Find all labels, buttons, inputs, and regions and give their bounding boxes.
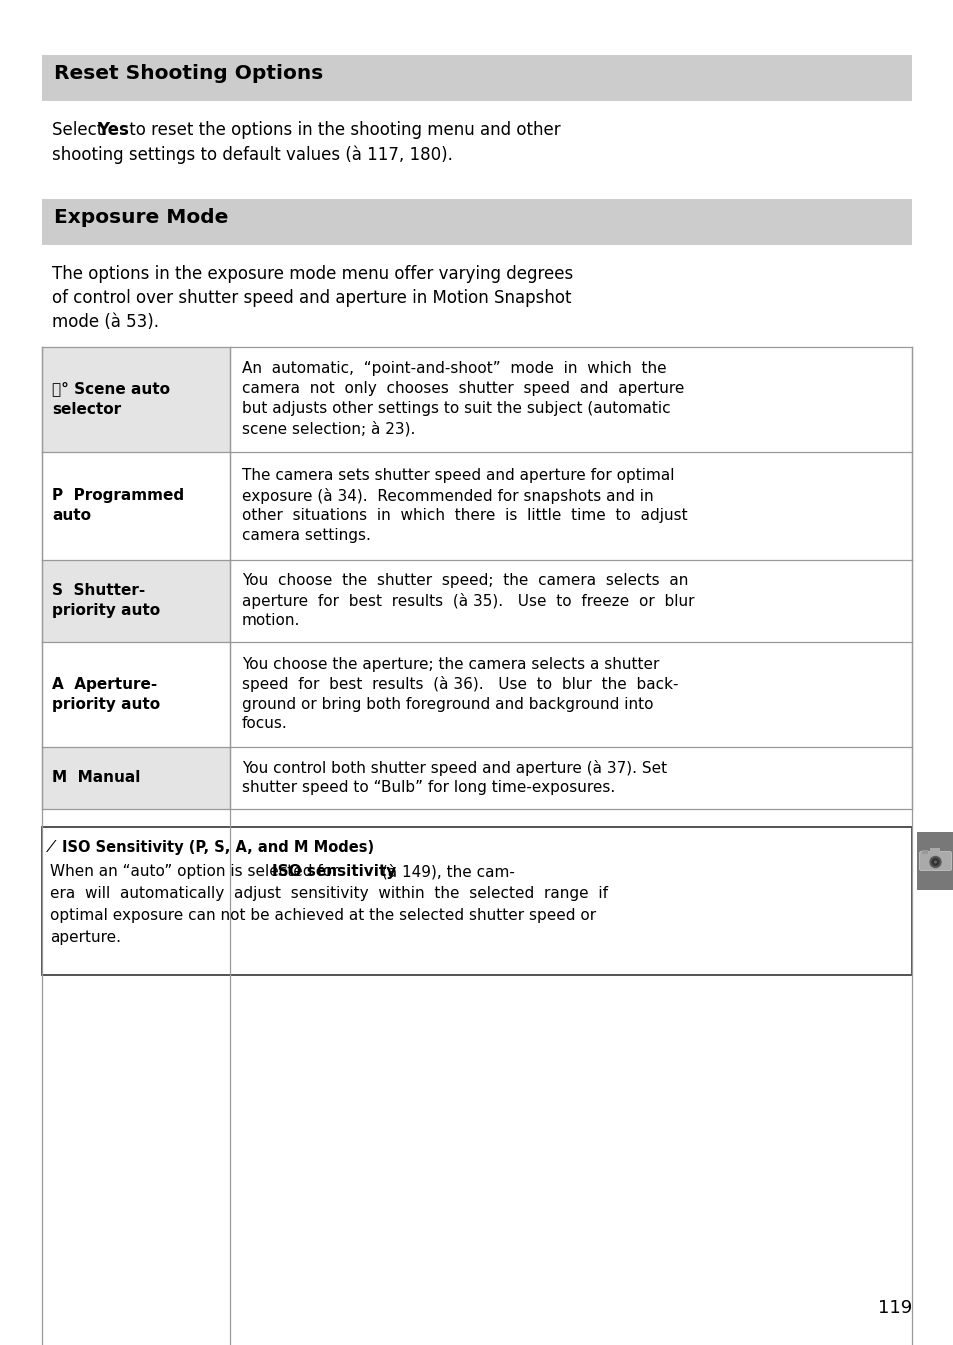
- Text: aperture  for  best  results  (à 35).   Use  to  freeze  or  blur: aperture for best results (à 35). Use to…: [242, 593, 694, 609]
- Text: optimal exposure can not be achieved at the selected shutter speed or: optimal exposure can not be achieved at …: [50, 908, 596, 923]
- Bar: [42, 199, 911, 245]
- Text: An  automatic,  “point-and-shoot”  mode  in  which  the: An automatic, “point-and-shoot” mode in …: [242, 362, 666, 377]
- Bar: [42, 55, 911, 101]
- Text: of control over shutter speed and aperture in Motion Snapshot: of control over shutter speed and apertu…: [52, 289, 571, 307]
- Bar: [230, 560, 911, 642]
- Text: Reset Shooting Options: Reset Shooting Options: [54, 65, 323, 83]
- Bar: [921, 850, 927, 854]
- Text: Ⓢ° Scene auto: Ⓢ° Scene auto: [52, 382, 170, 397]
- Text: ISO Sensitivity (P, S, A, and M Modes): ISO Sensitivity (P, S, A, and M Modes): [62, 841, 374, 855]
- Text: ISO sensitivity: ISO sensitivity: [272, 863, 396, 880]
- Text: camera settings.: camera settings.: [242, 529, 371, 543]
- Text: priority auto: priority auto: [52, 697, 160, 712]
- FancyBboxPatch shape: [919, 851, 950, 870]
- Text: P  Programmed: P Programmed: [52, 488, 184, 503]
- Bar: [230, 642, 911, 746]
- Text: focus.: focus.: [242, 717, 288, 732]
- Text: The options in the exposure mode menu offer varying degrees: The options in the exposure mode menu of…: [52, 265, 573, 282]
- Text: Select: Select: [52, 121, 109, 139]
- Bar: [929, 847, 940, 853]
- Text: Exposure Mode: Exposure Mode: [54, 208, 228, 227]
- Text: S  Shutter-: S Shutter-: [52, 582, 145, 599]
- Text: speed  for  best  results  (à 36).   Use  to  blur  the  back-: speed for best results (à 36). Use to bl…: [242, 677, 678, 693]
- Text: (à 149), the cam-: (à 149), the cam-: [376, 863, 515, 880]
- Text: M  Manual: M Manual: [52, 769, 140, 785]
- Bar: [42, 452, 230, 560]
- Text: priority auto: priority auto: [52, 603, 160, 617]
- Bar: [42, 347, 230, 452]
- Circle shape: [933, 861, 936, 863]
- Text: aperture.: aperture.: [50, 929, 121, 946]
- Bar: [42, 746, 230, 808]
- Bar: [42, 642, 230, 746]
- Bar: [230, 347, 911, 452]
- Text: ⁄: ⁄: [50, 841, 52, 855]
- Bar: [230, 452, 911, 560]
- Circle shape: [930, 858, 939, 866]
- Text: mode (à 53).: mode (à 53).: [52, 313, 159, 331]
- Text: Yes: Yes: [97, 121, 129, 139]
- Text: exposure (à 34).  Recommended for snapshots and in: exposure (à 34). Recommended for snapsho…: [242, 488, 653, 504]
- Text: other  situations  in  which  there  is  little  time  to  adjust: other situations in which there is littl…: [242, 508, 687, 523]
- Text: scene selection; à 23).: scene selection; à 23).: [242, 421, 415, 437]
- Text: ground or bring both foreground and background into: ground or bring both foreground and back…: [242, 697, 653, 712]
- Bar: [916, 833, 953, 890]
- Text: 119: 119: [877, 1299, 911, 1317]
- Bar: [230, 746, 911, 808]
- Text: shutter speed to “Bulb” for long time-exposures.: shutter speed to “Bulb” for long time-ex…: [242, 780, 615, 795]
- Text: motion.: motion.: [242, 613, 300, 628]
- Circle shape: [928, 855, 941, 869]
- Bar: [42, 560, 230, 642]
- Text: You choose the aperture; the camera selects a shutter: You choose the aperture; the camera sele…: [242, 656, 659, 671]
- Text: to reset the options in the shooting menu and other: to reset the options in the shooting men…: [124, 121, 560, 139]
- Text: A  Aperture-: A Aperture-: [52, 677, 157, 691]
- Text: The camera sets shutter speed and aperture for optimal: The camera sets shutter speed and apertu…: [242, 468, 674, 483]
- Text: When an “auto” option is selected for: When an “auto” option is selected for: [50, 863, 343, 880]
- Text: camera  not  only  chooses  shutter  speed  and  aperture: camera not only chooses shutter speed an…: [242, 382, 683, 397]
- Text: era  will  automatically  adjust  sensitivity  within  the  selected  range  if: era will automatically adjust sensitivit…: [50, 886, 607, 901]
- Text: You  choose  the  shutter  speed;  the  camera  selects  an: You choose the shutter speed; the camera…: [242, 573, 688, 588]
- Text: but adjusts other settings to suit the subject (automatic: but adjusts other settings to suit the s…: [242, 402, 670, 417]
- Text: You control both shutter speed and aperture (à 37). Set: You control both shutter speed and apert…: [242, 760, 666, 776]
- Text: shooting settings to default values (à 117, 180).: shooting settings to default values (à 1…: [52, 145, 453, 164]
- Text: auto: auto: [52, 508, 91, 523]
- Text: selector: selector: [52, 402, 121, 417]
- Bar: [42, 827, 911, 975]
